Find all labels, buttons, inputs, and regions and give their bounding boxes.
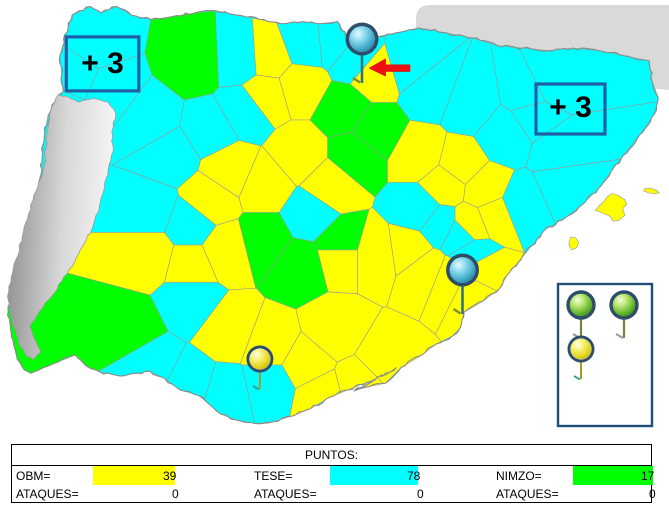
- svg-text:+ 3: + 3: [81, 47, 124, 80]
- svg-text:+ 3: + 3: [549, 91, 592, 124]
